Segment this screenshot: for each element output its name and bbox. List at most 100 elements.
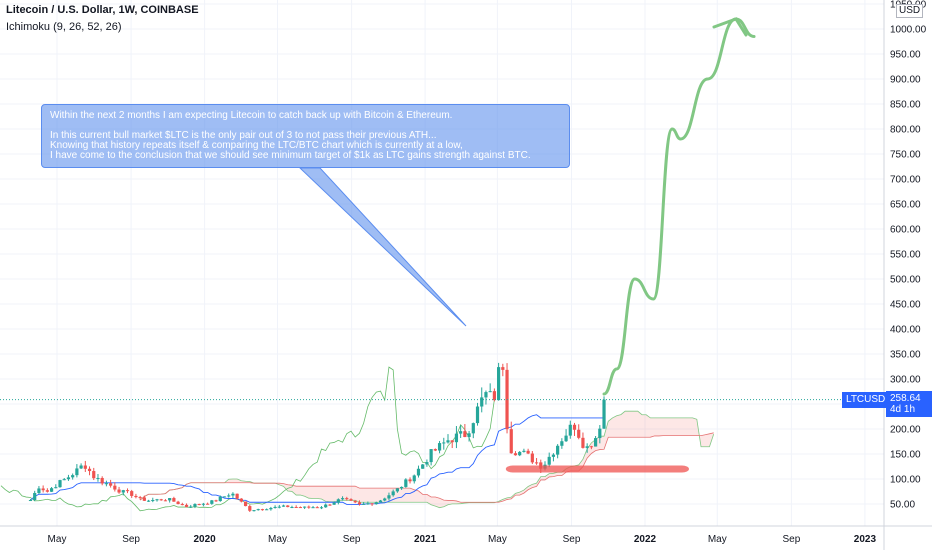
chart-grid — [0, 0, 884, 526]
candle-body — [218, 496, 222, 502]
candle-body — [530, 453, 534, 463]
support-zone — [505, 465, 689, 473]
leading-span-b — [139, 432, 714, 503]
candle-body — [180, 504, 184, 506]
candle-body — [311, 507, 315, 509]
candle-body — [184, 504, 189, 507]
candle-body — [324, 504, 328, 508]
candle-body — [534, 462, 539, 464]
candle-body — [252, 510, 256, 512]
candle-body — [151, 500, 155, 502]
time-tick-label: 2022 — [634, 534, 657, 545]
price-tick-label: 400.00 — [890, 325, 921, 336]
price-tick-label: 850.00 — [890, 100, 921, 111]
annotation-line: Knowing that history repeats itself & co… — [50, 140, 463, 151]
candle-body — [92, 471, 96, 479]
candle-body — [163, 500, 168, 502]
candle-body — [49, 488, 54, 492]
candle-body — [471, 423, 475, 434]
lagging-span — [0, 366, 495, 512]
candle-body — [446, 440, 450, 443]
indicator-legend[interactable]: Ichimoku (9, 26, 52, 26) — [6, 21, 122, 33]
candle-body — [75, 468, 79, 476]
candle-body — [349, 499, 353, 501]
candle-body — [222, 496, 227, 498]
projection-arrowhead — [712, 17, 748, 37]
candle-body — [176, 501, 180, 505]
candle-body — [370, 503, 374, 505]
candle-body — [243, 501, 248, 507]
candle-body — [412, 475, 416, 482]
candle-body — [87, 468, 92, 472]
current-price-tag: 258.64 4d 1h — [886, 391, 932, 417]
price-axis: 1050.001000.00950.00900.00850.00800.0075… — [883, 0, 927, 550]
candle-body — [547, 456, 551, 465]
price-tick-label: 450.00 — [890, 300, 921, 311]
candle-body — [214, 500, 218, 502]
price-tick-label: 350.00 — [890, 350, 921, 361]
candle-body — [206, 503, 210, 505]
price-tick-label: 50.00 — [890, 500, 915, 511]
candle-body — [100, 477, 104, 484]
candle-body — [362, 503, 366, 505]
candle-body — [336, 499, 340, 503]
candle-body — [201, 503, 205, 505]
price-tick-label: 100.00 — [890, 475, 921, 486]
candle-body — [454, 433, 459, 443]
candle-body — [416, 468, 421, 476]
candle-body — [581, 437, 585, 448]
candle-body — [197, 504, 201, 506]
candle-body — [475, 406, 480, 424]
candle-body — [484, 392, 488, 398]
price-tick-label: 150.00 — [890, 450, 921, 461]
ticker-tag: LTCUSD — [842, 392, 890, 408]
annotation-line: In this current bull market $LTC is the … — [50, 130, 437, 141]
candle-body — [155, 499, 159, 501]
candle-body — [256, 509, 260, 511]
price-tick-label: 700.00 — [890, 175, 921, 186]
candle-body — [193, 504, 197, 507]
candle-body — [109, 483, 113, 486]
candle-body — [235, 493, 239, 499]
time-tick-label: Sep — [122, 534, 140, 545]
price-tick-label: 600.00 — [890, 225, 921, 236]
candle-body — [437, 443, 442, 451]
candle-body — [33, 492, 37, 501]
callout-pointer — [298, 167, 467, 327]
candle-body — [328, 504, 332, 506]
candle-body — [104, 483, 109, 485]
candle-body — [568, 424, 572, 436]
projection-path — [602, 17, 756, 396]
candle-body — [125, 490, 130, 492]
candle-body — [526, 450, 530, 454]
candle-body — [480, 397, 484, 407]
candle-body — [509, 429, 513, 454]
candle-body — [560, 441, 564, 446]
candle-body — [319, 507, 324, 509]
candle-body — [589, 446, 593, 448]
candle-body — [564, 435, 568, 442]
candle-body — [345, 498, 349, 500]
candle-body — [433, 449, 437, 451]
candle-body — [28, 500, 33, 502]
time-tick-label: May — [488, 534, 507, 545]
candle-body — [378, 500, 383, 503]
annotation-callout[interactable]: Within the next 2 months I am expecting … — [41, 104, 570, 168]
candle-body — [121, 490, 125, 493]
candle-body — [248, 506, 252, 511]
candle-body — [172, 498, 176, 502]
currency-label[interactable]: USD — [896, 4, 924, 18]
candle-body — [231, 493, 235, 496]
candle-body — [459, 431, 463, 434]
candle-body — [421, 464, 425, 469]
candle-body — [556, 445, 560, 455]
price-tick-label: 800.00 — [890, 125, 921, 136]
candle-body — [492, 391, 496, 401]
candle-body — [54, 487, 58, 489]
candle-body — [189, 506, 193, 508]
candle-body — [577, 429, 581, 438]
price-tick-label: 550.00 — [890, 250, 921, 261]
candle-body — [294, 506, 298, 508]
candle-body — [303, 506, 307, 508]
